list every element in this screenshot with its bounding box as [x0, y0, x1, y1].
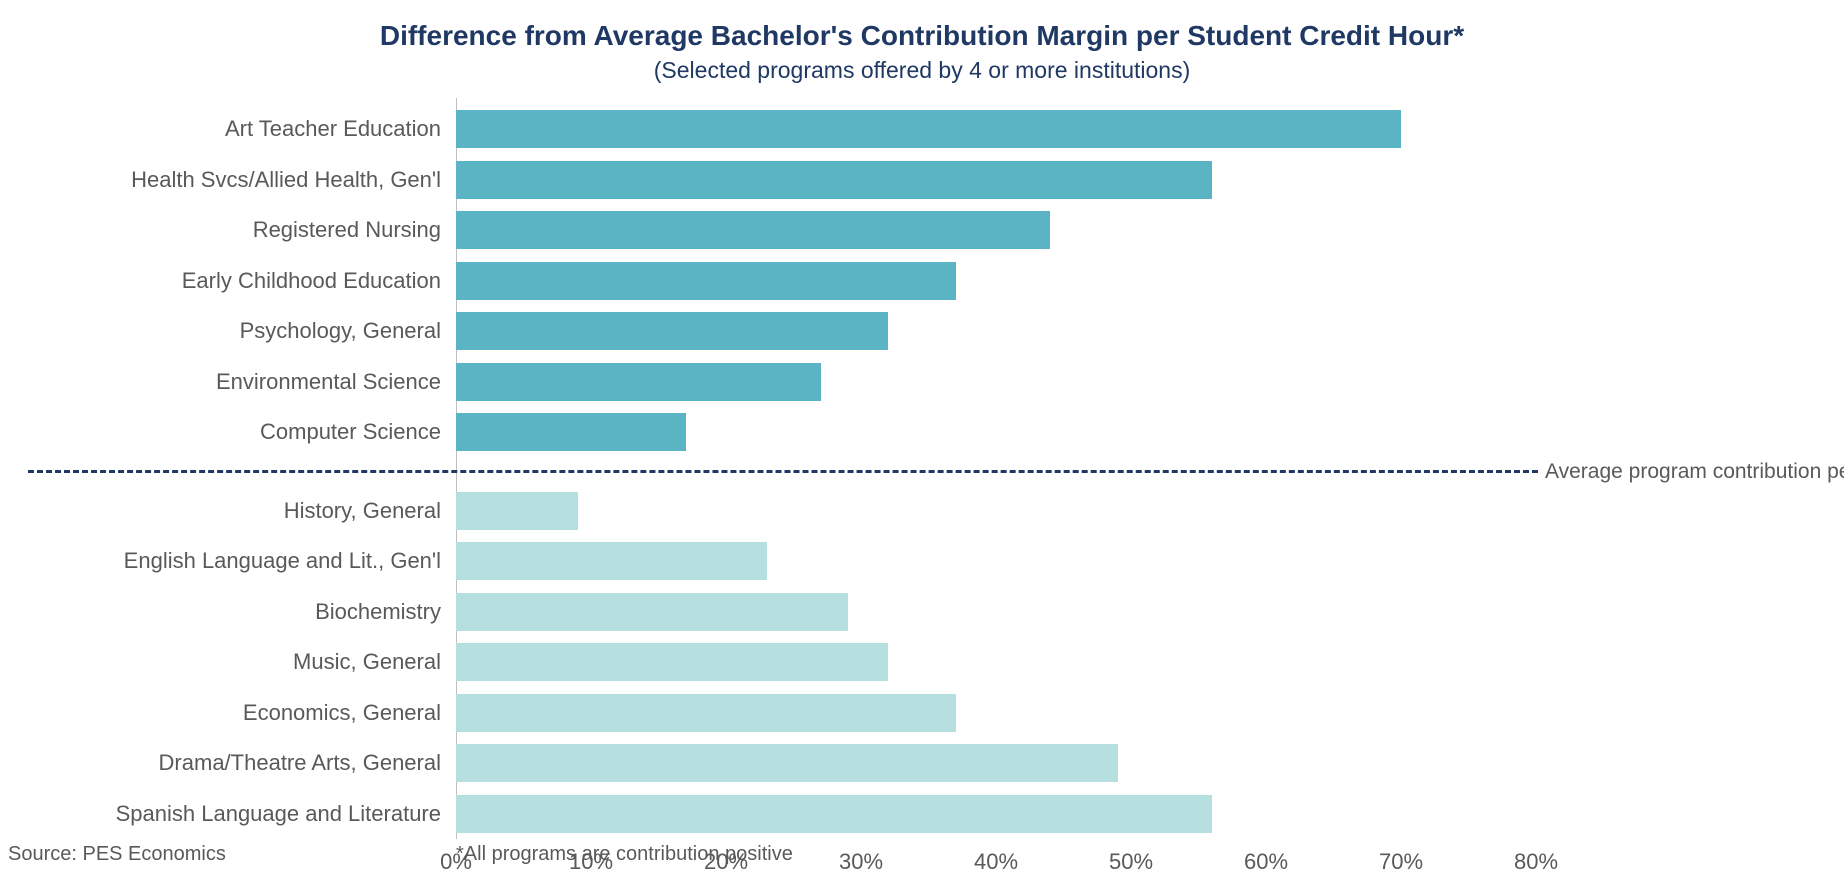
- average-divider-line: [28, 470, 1538, 473]
- plot-area: Art Teacher Education Health Svcs/Allied …: [0, 98, 1844, 810]
- bar: [456, 262, 956, 300]
- bar: [456, 110, 1401, 148]
- chart-row: Spanish Language and Literature: [0, 789, 1844, 840]
- bar: [456, 795, 1212, 833]
- chart-row: Health Svcs/Allied Health, Gen'l: [0, 155, 1844, 206]
- chart-row: Biochemistry: [0, 587, 1844, 638]
- chart-row: Computer Science: [0, 407, 1844, 458]
- row-label: English Language and Lit., Gen'l: [124, 548, 449, 574]
- chart-row: Early Childhood Education: [0, 256, 1844, 307]
- chart-row: Drama/Theatre Arts, General: [0, 738, 1844, 789]
- bar: [456, 643, 888, 681]
- bar: [456, 694, 956, 732]
- source-text: Source: PES Economics: [8, 843, 226, 866]
- chart-row: Art Teacher Education: [0, 104, 1844, 155]
- bar: [456, 744, 1118, 782]
- row-label: Early Childhood Education: [182, 268, 449, 294]
- row-label: History, General: [284, 498, 449, 524]
- bar: [456, 492, 578, 530]
- row-label: Biochemistry: [315, 599, 449, 625]
- bar: [456, 363, 821, 401]
- bar: [456, 161, 1212, 199]
- footnote-text: *All programs are contribution positive: [456, 843, 793, 866]
- row-label: Economics, General: [243, 700, 449, 726]
- row-label: Environmental Science: [216, 369, 449, 395]
- chart-row: Economics, General: [0, 688, 1844, 739]
- bar: [456, 312, 888, 350]
- chart-row: Environmental Science: [0, 357, 1844, 408]
- bar: [456, 413, 686, 451]
- row-label: Psychology, General: [240, 318, 449, 344]
- chart-row: Psychology, General: [0, 306, 1844, 357]
- chart-title: Difference from Average Bachelor's Contr…: [0, 18, 1844, 54]
- row-label: Computer Science: [260, 419, 449, 445]
- chart-subtitle: (Selected programs offered by 4 or more …: [0, 56, 1844, 86]
- chart-row: Music, General: [0, 637, 1844, 688]
- chart-row: History, General: [0, 486, 1844, 537]
- row-label: Drama/Theatre Arts, General: [159, 750, 449, 776]
- row-label: Spanish Language and Literature: [116, 801, 449, 827]
- average-divider-label: Average program contribution per SCH: [1545, 460, 1844, 484]
- bar: [456, 593, 848, 631]
- chart-row: Registered Nursing: [0, 205, 1844, 256]
- chart-row: English Language and Lit., Gen'l: [0, 536, 1844, 587]
- bar: [456, 542, 767, 580]
- row-label: Music, General: [293, 649, 449, 675]
- chart-container: Difference from Average Bachelor's Contr…: [0, 0, 1844, 868]
- chart-footer: Source: PES Economics *All programs are …: [8, 840, 1836, 866]
- row-label: Art Teacher Education: [225, 116, 449, 142]
- bar: [456, 211, 1050, 249]
- row-label: Health Svcs/Allied Health, Gen'l: [131, 167, 449, 193]
- row-label: Registered Nursing: [253, 217, 449, 243]
